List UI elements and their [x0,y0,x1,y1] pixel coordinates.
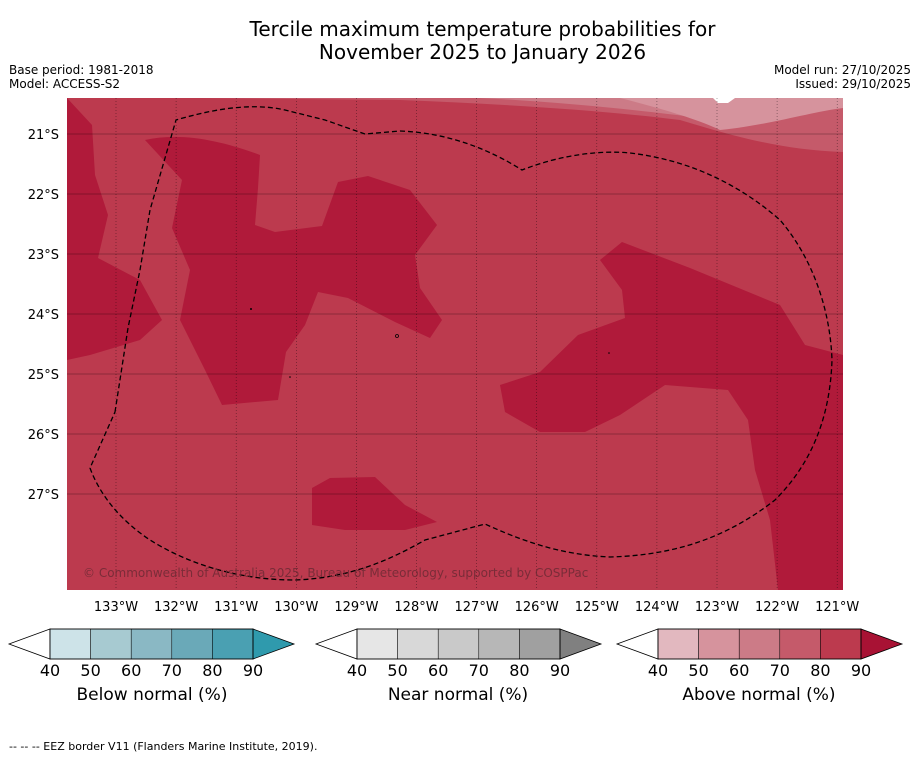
colorbar-segment [130,628,173,660]
y-tick-label: 27°S [28,488,59,503]
y-tick-label: 22°S [28,188,59,203]
x-tick-label: 128°W [394,600,438,615]
meta-left: Base period: 1981-2018 Model: ACCESS-S2 [9,63,154,91]
x-tick-label: 124°W [635,600,679,615]
colorbar-outline [657,628,862,660]
patch-80-90-west [67,98,162,360]
band-40-50 [620,98,843,130]
island-1 [250,308,252,310]
colorbar-segment [90,628,132,660]
x-tick-label: 131°W [214,600,258,615]
colorbar-segment [698,628,740,660]
x-tick-label: 123°W [695,600,739,615]
title-line-2: November 2025 to January 2026 [318,40,647,64]
colorbar-label-above: Above normal (%) [682,685,836,705]
colorbar-tick-label: 80 [810,661,830,680]
colorbar-segment [779,628,821,660]
meta-right: Model run: 27/10/2025 Issued: 29/10/2025 [774,63,911,91]
colorbar-tick-label: 70 [162,661,182,680]
x-tick-label: 132°W [154,600,198,615]
x-tick-label: 129°W [334,600,378,615]
patch-80-90-central [145,136,442,405]
colorbar-extend-high [559,628,603,660]
y-tick-label: 26°S [28,428,59,443]
colorbars: 40 50 60 70 80 90 40 50 60 70 80 90 40 50 60 70 80 90 [7,628,904,680]
colorbar-outline [49,628,254,660]
base-period: Base period: 1981-2018 [9,63,154,77]
colorbar-segment [49,628,91,660]
map-area [67,98,843,590]
colorbar-segment [171,628,213,660]
patch-80-90-east [500,242,843,590]
colorbar-tick-label: 90 [550,661,570,680]
colorbar-extend-low [7,628,51,660]
island-3 [289,376,291,378]
colorbar-segment [657,628,699,660]
island-2 [395,334,399,338]
y-tick-label: 25°S [28,368,59,383]
colorbar-segment [356,628,398,660]
colorbar-tick-label: 60 [428,661,448,680]
colorbar-tick-label: 80 [509,661,529,680]
colorbar-segment [820,628,862,660]
colorbar-tick-label: 90 [851,661,871,680]
colorbar-segment [478,628,520,660]
colorbar-tick-label: 40 [648,661,668,680]
copyright-text: © Commonwealth of Australia 2025, Bureau… [83,566,588,580]
colorbar-tick-label: 40 [40,661,60,680]
model-name: Model: ACCESS-S2 [9,77,121,91]
colorbar-extend-low [314,628,358,660]
colorbar-tick-label: 70 [770,661,790,680]
x-tick-label: 126°W [515,600,559,615]
colorbar-extend-low [615,628,659,660]
colorbar-tick-label: 50 [387,661,407,680]
colorbar-segment [212,628,254,660]
x-tick-labels: 133°W 132°W 131°W 130°W 129°W 128°W 127°W 126°W… [94,600,860,615]
colorbar-tick-label: 50 [80,661,100,680]
x-tick-label: 130°W [274,600,318,615]
model-run: Model run: 27/10/2025 [773,63,911,77]
colorbar-outline [356,628,561,660]
gridlines [67,98,843,590]
y-tick-label: 21°S [28,128,59,143]
footer-note: -- -- -- EEZ border V11 (Flanders Marine… [9,740,318,753]
x-tick-label: 125°W [575,600,619,615]
colorbar-tick-label: 40 [347,661,367,680]
island-4 [608,352,610,354]
colorbar-segment [519,628,561,660]
eez-border [89,106,833,581]
chart-title: Tercile maximum temperature probabilitie… [0,18,919,64]
colorbar-tick-label: 50 [688,661,708,680]
colorbar-label-near: Near normal (%) [387,685,529,705]
issued-date: Issued: 29/10/2025 [795,77,911,91]
colorbar-tick-label: 70 [469,661,489,680]
colorbar-tick-label: 80 [202,661,222,680]
top-notch [713,98,735,103]
title-line-1: Tercile maximum temperature probabilitie… [249,17,716,41]
x-tick-label: 121°W [815,600,859,615]
colorbar-segment [397,628,439,660]
colorbar-extend-high [252,628,296,660]
x-tick-label: 127°W [455,600,499,615]
x-tick-label: 122°W [755,600,799,615]
y-tick-labels: 21°S 22°S 23°S 24°S 25°S 26°S 27°S [28,128,59,503]
colorbar-tick-label: 90 [243,661,263,680]
colorbar-extend-high [860,628,904,660]
y-tick-label: 24°S [28,308,59,323]
colorbar-segment [437,628,480,660]
x-tick-label: 133°W [94,600,138,615]
colorbar-label-below: Below normal (%) [76,685,228,705]
colorbar-segment [738,628,781,660]
y-tick-label: 23°S [28,248,59,263]
colorbar-tick-label: 60 [729,661,749,680]
patch-80-90-south [312,477,437,530]
colorbar-tick-label: 60 [121,661,141,680]
